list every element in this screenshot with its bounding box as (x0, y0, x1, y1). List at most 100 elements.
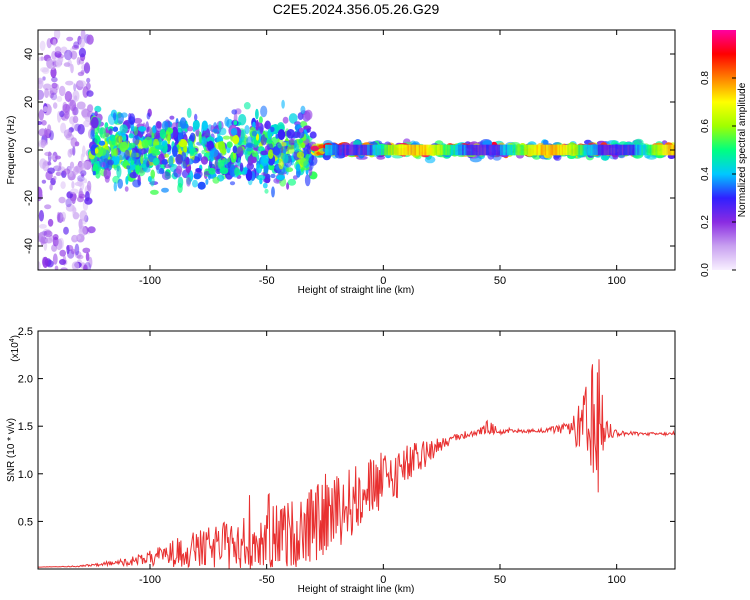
spectrogram-cell (266, 142, 273, 151)
spectrogram-cell (240, 129, 245, 141)
spectrogram-band-cell (386, 144, 389, 156)
spectrogram-cell (47, 161, 51, 166)
spectrogram-band-cell (329, 144, 332, 156)
spectrogram-cell (48, 151, 52, 158)
spectrogram-cell (542, 139, 549, 145)
spectrogram-band-cell (361, 144, 364, 156)
spectrogram-cell (255, 108, 259, 120)
colorbar-tick-label: 0.2 (700, 215, 711, 229)
spectrogram-cell (288, 138, 295, 146)
spectrogram-band-cell (350, 144, 353, 156)
spectrogram-cell (77, 196, 84, 203)
spectrogram-cell (117, 178, 123, 189)
spectrogram-band-cell (493, 144, 496, 156)
spectrogram-cell (227, 141, 233, 149)
colorbar-tick-label: 0.6 (700, 119, 711, 133)
spectrogram-cell (67, 148, 73, 158)
spectrogram-cell (43, 230, 53, 238)
spectrogram-cell (86, 90, 94, 97)
spectrogram-cell (124, 186, 129, 192)
spectrogram-band-cell (360, 144, 363, 156)
spectrogram-cell (282, 116, 289, 124)
spectrogram-cell (90, 116, 99, 129)
spectrogram-cell (161, 120, 169, 131)
spectrogram-cell (285, 167, 294, 173)
snr-marks (38, 359, 675, 569)
spectrogram-cell (270, 173, 276, 179)
spectrogram-cell (84, 61, 90, 73)
spectrogram-cell (108, 128, 113, 136)
spectrogram-band-cell (397, 144, 400, 156)
spectrogram-cell (66, 36, 74, 42)
spectrogram-band-cell (642, 144, 645, 156)
spectrogram-band-cell (627, 144, 630, 156)
spectrogram-cell (43, 106, 48, 113)
spectrogram-band-cell (584, 144, 587, 156)
spectrogram-cell (58, 85, 66, 97)
spectrogram-cell (152, 157, 160, 166)
spectrogram-band-cell (407, 144, 410, 156)
spectrogram-band-cell (557, 144, 560, 156)
spectrogram-cell (292, 131, 301, 138)
spectrogram-cell (86, 34, 94, 45)
spectrogram-cell (47, 167, 55, 174)
spectrogram-band-cell (400, 144, 403, 156)
spectrogram-cell (41, 179, 47, 184)
spectrogram-cell (138, 126, 147, 132)
spectrogram-band-cell (495, 144, 498, 156)
snr-y-tick-label: 1.0 (18, 469, 33, 481)
spectrogram-x-tick-label: 0 (380, 275, 386, 287)
spectrogram-cell (219, 167, 229, 175)
spectrogram-cell (145, 121, 150, 133)
spectrogram-cell (140, 154, 144, 165)
spectrogram-band-cell (616, 144, 619, 156)
spectrogram-band-cell (465, 144, 468, 156)
spectrogram-cell (103, 167, 111, 180)
spectrogram-band-cell (612, 144, 615, 156)
spectrogram-cell (277, 129, 286, 141)
spectrogram-cell (161, 187, 169, 193)
spectrogram-cell (40, 67, 49, 73)
snr-y-multiplier: (x104) (9, 335, 21, 362)
spectrogram-cell (52, 165, 62, 172)
spectrogram-band-cell (339, 144, 342, 156)
spectrogram-cell (70, 63, 74, 74)
spectrogram-band-cell (375, 144, 378, 156)
spectrogram-band-cell (388, 144, 391, 156)
spectrogram-band-cell (572, 144, 575, 156)
spectrogram-band-cell (483, 144, 486, 156)
spectrogram-band-cell (441, 144, 444, 156)
spectrogram-band-cell (474, 144, 477, 156)
spectrogram-cell (298, 138, 304, 144)
spectrogram-cell (212, 176, 220, 184)
spectrogram-band-cell (497, 144, 500, 156)
snr-plot-area (38, 331, 675, 569)
spectrogram-cell (192, 119, 200, 130)
spectrogram-cell (282, 153, 289, 164)
spectrogram-band-cell (558, 144, 561, 156)
spectrogram-y-tick-label: -40 (23, 238, 35, 254)
spectrogram-band-cell (596, 144, 599, 156)
spectrogram-cell (77, 175, 85, 182)
spectrogram-cell (112, 112, 117, 121)
spectrogram-cell (99, 147, 107, 156)
spectrogram-cell (50, 67, 57, 79)
spectrogram-band-cell (494, 144, 497, 156)
spectrogram-band-cell (607, 144, 610, 156)
spectrogram-cell (63, 62, 71, 67)
spectrogram-cell (192, 179, 198, 188)
spectrogram-band-cell (614, 144, 617, 156)
spectrogram-cell (94, 105, 102, 113)
spectrogram-cell (77, 124, 85, 135)
spectrogram-cell (53, 58, 63, 68)
spectrogram-cell (80, 30, 86, 40)
spectrogram-cell (232, 134, 240, 145)
spectrogram-band-cell (364, 144, 367, 156)
spectrogram-cell (83, 264, 88, 270)
spectrogram-band-cell (336, 144, 339, 156)
spectrogram-band-cell (547, 144, 550, 156)
spectrogram-cell (300, 105, 306, 115)
spectrogram-cell (78, 47, 86, 58)
spectrogram-band-cell (516, 144, 519, 156)
spectrogram-band-cell (595, 144, 598, 156)
